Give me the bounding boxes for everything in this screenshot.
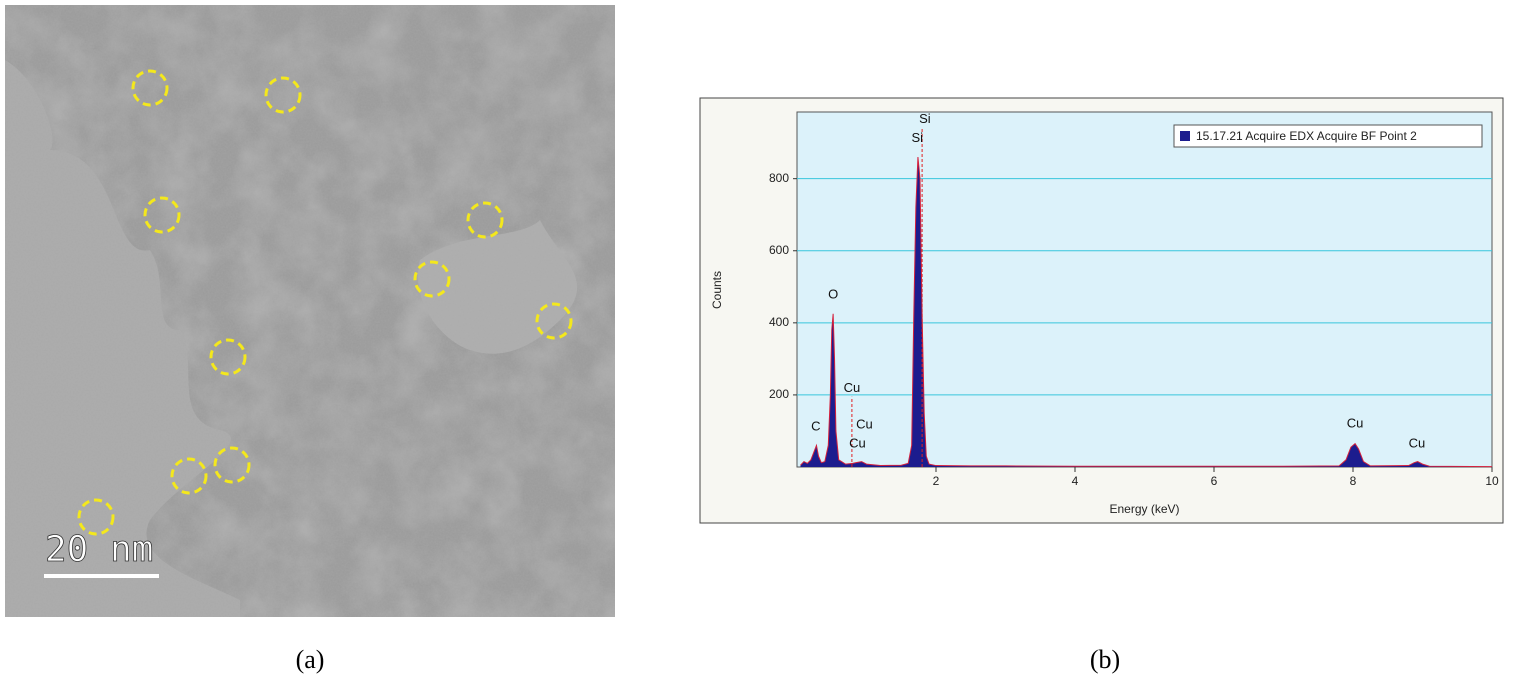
y-tick-label: 800	[769, 171, 789, 185]
annotation: Si	[911, 130, 923, 145]
legend-label: 15.17.21 Acquire EDX Acquire BF Point 2	[1196, 129, 1417, 143]
y-tick-label: 600	[769, 243, 789, 257]
x-tick-label: 8	[1350, 474, 1357, 488]
x-tick-label: 6	[1211, 474, 1218, 488]
annotation: Cu	[856, 417, 873, 432]
x-tick-label: 2	[933, 474, 940, 488]
circles	[77, 69, 573, 536]
scale-bar-label: 20 nm	[45, 529, 153, 570]
x-axis-label: Energy (keV)	[1109, 502, 1179, 516]
chart: 200 400 600 800 2 4 6 8 10 Energy (keV) Counts C O Cu…	[710, 111, 1499, 516]
annotation: C	[811, 418, 820, 433]
y-tick-label: 200	[769, 387, 789, 401]
annotation: Cu	[1409, 435, 1426, 450]
x-tick-label: 10	[1485, 474, 1499, 488]
annotation: Cu	[844, 380, 861, 395]
tem-image: 20 nm	[5, 5, 615, 617]
x-tick-label: 4	[1072, 474, 1079, 488]
annotation: Si	[919, 111, 931, 126]
legend	[1173, 124, 1483, 148]
spectrum-line	[800, 157, 1493, 468]
panel-label: (a)	[296, 645, 325, 674]
plot-area	[796, 111, 1493, 468]
panel-label: (b)	[1090, 645, 1120, 674]
scale-bar	[44, 574, 159, 578]
annotation: O	[828, 286, 838, 301]
y-tick-label: 400	[769, 315, 789, 329]
y-axis-label: Counts	[710, 271, 724, 309]
annotation: Cu	[1347, 415, 1364, 430]
annotation: Cu	[849, 435, 866, 450]
legend-swatch	[1180, 131, 1190, 141]
